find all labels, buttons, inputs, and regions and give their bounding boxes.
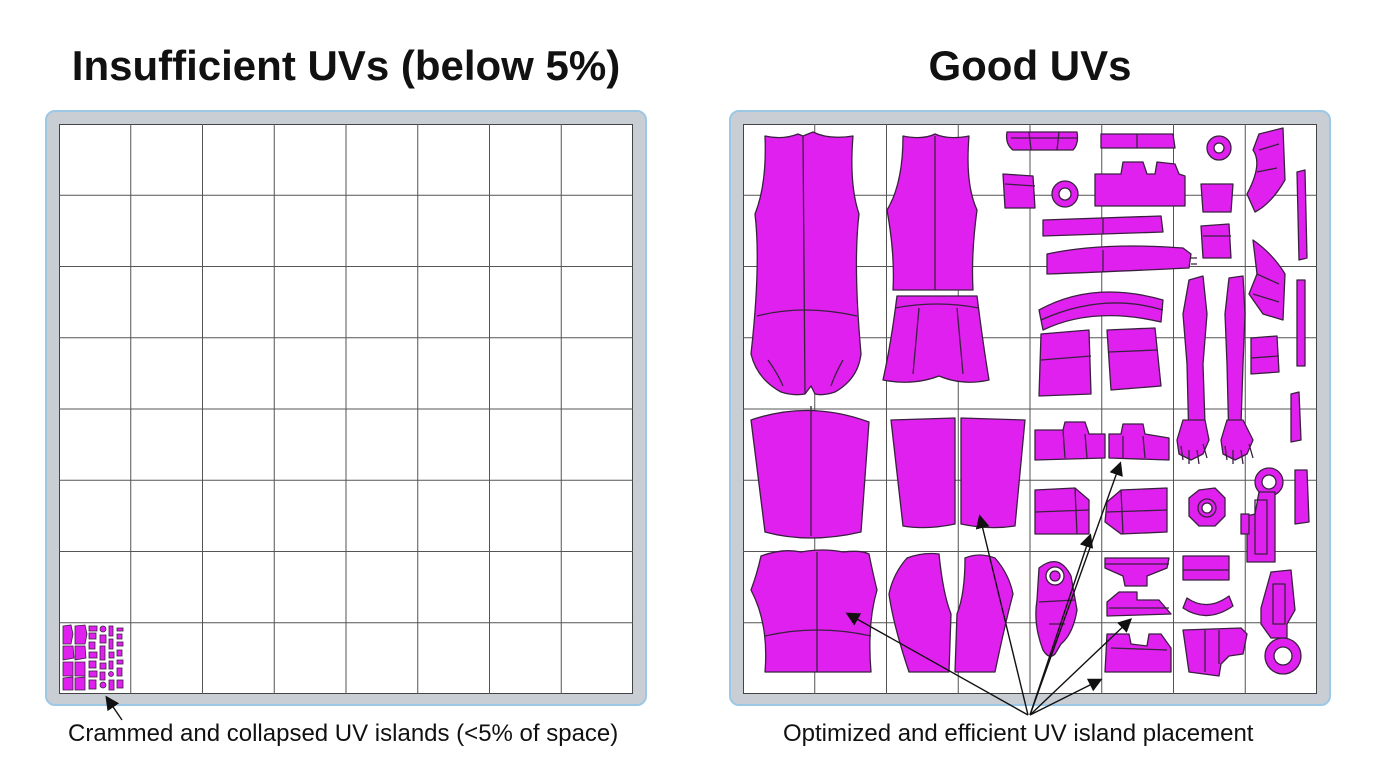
uv-island-block-d (1106, 327, 1162, 391)
uv-island-bracket-b (1248, 239, 1286, 321)
uv-island-strip-c (1038, 291, 1164, 331)
uv-island-block-a (1002, 173, 1036, 209)
uv-island-block-l (1182, 627, 1248, 677)
uv-island-strap-top (1100, 133, 1176, 149)
uv-island-block-e (1034, 421, 1106, 461)
left-uv-grid (59, 124, 633, 694)
right-panel-caption: Optimized and efficient UV island placem… (783, 720, 1254, 747)
left-panel-title: Insufficient UVs (below 5%) (71, 42, 621, 89)
crammed-uv-islands (62, 624, 124, 691)
left-panel-caption: Crammed and collapsed UV islands (<5% of… (68, 720, 619, 747)
right-uv-grid (743, 124, 1317, 694)
uv-island-strip-b (1046, 245, 1192, 275)
uv-island-pant-leg-right (960, 417, 1026, 529)
uv-island-belt-top (1005, 131, 1079, 151)
uv-island-vest (750, 549, 878, 673)
uv-island-crop-top (886, 133, 978, 291)
uv-island-pant-leg-left (890, 417, 956, 529)
uv-island-block-f (1108, 423, 1170, 461)
uv-island-block-b (1094, 161, 1186, 207)
left-uv-frame (45, 110, 647, 706)
right-uv-frame (729, 110, 1331, 706)
uv-island-sleeve-left (750, 409, 870, 539)
right-panel-title: Good UVs (928, 42, 1132, 89)
uv-island-block-c (1038, 329, 1092, 397)
uv-island-shorts (882, 295, 990, 383)
uv-island-bodysuit (750, 131, 862, 396)
